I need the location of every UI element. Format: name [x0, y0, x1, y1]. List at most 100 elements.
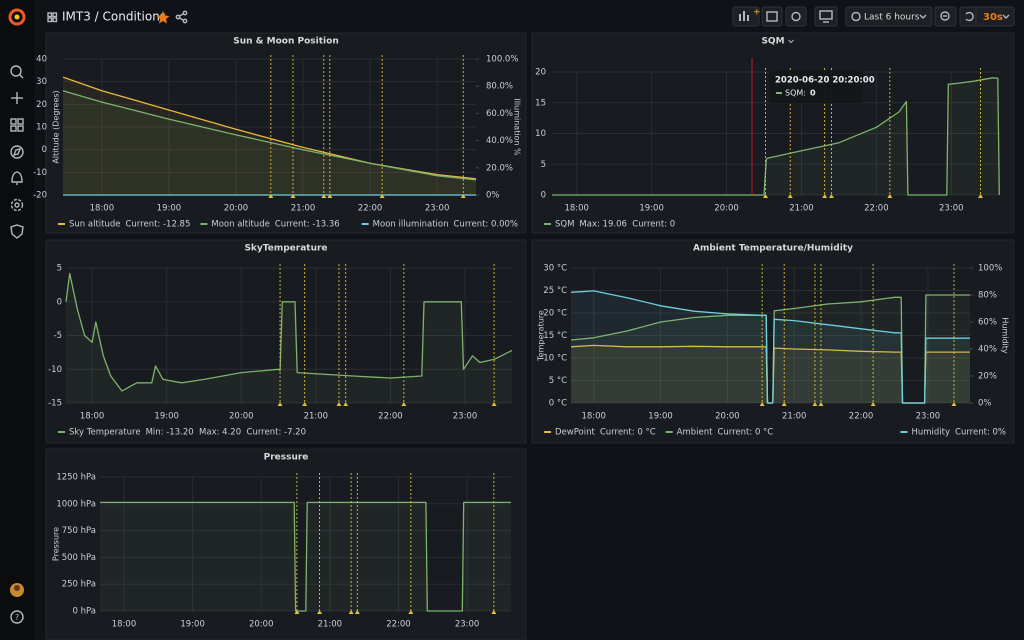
- time-picker[interactable]: [845, 6, 933, 27]
- help-icon[interactable]: ?: [10, 610, 24, 624]
- series-area: [63, 77, 476, 195]
- y-tick-label: 500 hPa: [62, 553, 96, 563]
- y-tick-label: 20 °C: [543, 309, 567, 319]
- x-tick-label: 18:00: [564, 204, 589, 214]
- annotation-marker: [828, 194, 834, 198]
- legend-stats: Current: 0 °C: [717, 428, 773, 438]
- legend-stats: Current: 0.00%: [454, 220, 519, 230]
- y-tick-label: 0 hPa: [73, 607, 96, 617]
- x-tick-label: 22:00: [378, 412, 403, 422]
- y-tick-label: 0: [57, 297, 62, 307]
- annotation-marker: [268, 194, 274, 198]
- annotation-marker: [354, 610, 360, 614]
- series-line: [100, 501, 511, 612]
- tooltip-time: 2020-06-20 20:20:00: [775, 76, 875, 86]
- series-area: [571, 345, 970, 403]
- panel: [45, 239, 527, 444]
- series-line: [570, 290, 970, 404]
- settings-button[interactable]: [785, 6, 807, 27]
- time-range[interactable]: Last 6 hours: [864, 13, 920, 23]
- annotation-marker: [277, 402, 283, 406]
- annotation-marker: [759, 402, 765, 406]
- dashboard-title[interactable]: IMT3 / Conditions: [62, 10, 166, 24]
- annotation-marker: [812, 402, 818, 406]
- y-tick-label: -10: [33, 168, 47, 178]
- add-panel-button[interactable]: +: [732, 6, 761, 27]
- y-tick-label: 5: [541, 160, 546, 170]
- x-tick-label: 18:00: [90, 204, 115, 214]
- y-tick-label: 5 °C: [549, 376, 567, 386]
- x-tick-label: 22:00: [386, 620, 411, 630]
- y-tick-label: 20: [535, 68, 546, 78]
- create-icon[interactable]: [11, 92, 23, 104]
- annotation-marker: [491, 402, 497, 406]
- share-icon[interactable]: [175, 10, 188, 24]
- y-tick-label: -20: [33, 191, 47, 201]
- y-tick-label: 15: [535, 98, 546, 108]
- y2-tick-label: 60%: [978, 318, 997, 328]
- panel-title: SkyTemperature: [244, 244, 327, 254]
- panel: [531, 239, 1015, 444]
- x-tick-label: 23:00: [425, 204, 450, 214]
- x-tick-label: 19:00: [648, 412, 673, 422]
- x-tick-label: 23:00: [453, 412, 478, 422]
- zoom-out-button[interactable]: [934, 6, 957, 27]
- refresh-button[interactable]: [959, 6, 1015, 27]
- annotation-marker: [343, 402, 349, 406]
- y-tick-label: 5: [57, 264, 62, 274]
- x-tick-label: 20:00: [229, 412, 254, 422]
- explore-icon[interactable]: [10, 145, 24, 159]
- panel-title: Ambient Temperature/Humidity: [693, 244, 853, 254]
- y-axis-label: Altitude (Degrees): [52, 90, 61, 163]
- admin-icon[interactable]: [10, 224, 24, 239]
- x-tick-label: 18:00: [80, 412, 105, 422]
- dashboard-grid-icon[interactable]: [47, 12, 58, 23]
- dashboards-icon[interactable]: [10, 118, 24, 132]
- y-tick-label: 10 °C: [543, 354, 567, 364]
- y-tick-label: 10: [36, 123, 47, 133]
- y2-tick-label: 20.0%: [486, 163, 513, 173]
- annotation-marker: [787, 194, 793, 198]
- y-tick-label: 30: [36, 77, 47, 87]
- x-tick-label: 18:00: [112, 620, 137, 630]
- grafana-logo[interactable]: [8, 8, 26, 26]
- star-icon[interactable]: [156, 11, 170, 24]
- x-tick-label: 19:00: [639, 204, 664, 214]
- x-tick-label: 20:00: [714, 204, 739, 214]
- annotation-marker: [887, 194, 893, 198]
- series-area: [571, 290, 970, 403]
- y-tick-label: 0: [42, 145, 47, 155]
- x-tick-label: 20:00: [224, 204, 249, 214]
- save-button[interactable]: [761, 6, 783, 27]
- annotation-marker: [290, 194, 296, 198]
- y-tick-label: 750 hPa: [62, 526, 96, 536]
- annotation-marker: [336, 402, 342, 406]
- y2-tick-label: 100%: [978, 264, 1002, 274]
- y-tick-label: 250 hPa: [62, 580, 96, 590]
- x-tick-label: 22:00: [358, 204, 383, 214]
- configuration-icon[interactable]: [10, 198, 24, 212]
- search-icon[interactable]: [10, 65, 24, 79]
- user-avatar[interactable]: [10, 583, 24, 597]
- y-tick-label: 1000 hPa: [56, 499, 96, 509]
- y-tick-label: 40: [36, 55, 47, 65]
- x-tick-label: 21:00: [789, 204, 814, 214]
- annotation-marker: [822, 194, 828, 198]
- tv-mode-button[interactable]: [814, 6, 838, 27]
- x-tick-label: 21:00: [318, 620, 343, 630]
- legend-name: SQM: [555, 220, 574, 230]
- series-line: [552, 77, 1000, 196]
- tooltip: 2020-06-20 20:20:00 SQM: 0: [769, 71, 875, 103]
- y-axis-label: Temperature: [537, 310, 546, 362]
- annotation-marker: [951, 402, 957, 406]
- panel: [45, 32, 527, 234]
- series-line: [62, 76, 477, 180]
- annotation-marker: [763, 194, 769, 198]
- alerting-icon[interactable]: [11, 171, 23, 185]
- refresh-interval[interactable]: 30s: [983, 12, 1003, 23]
- y-tick-label: 1250 hPa: [56, 473, 96, 483]
- annotation-marker: [870, 402, 876, 406]
- y-tick-label: 0: [541, 191, 546, 201]
- y-tick-label: 0 °C: [549, 399, 567, 409]
